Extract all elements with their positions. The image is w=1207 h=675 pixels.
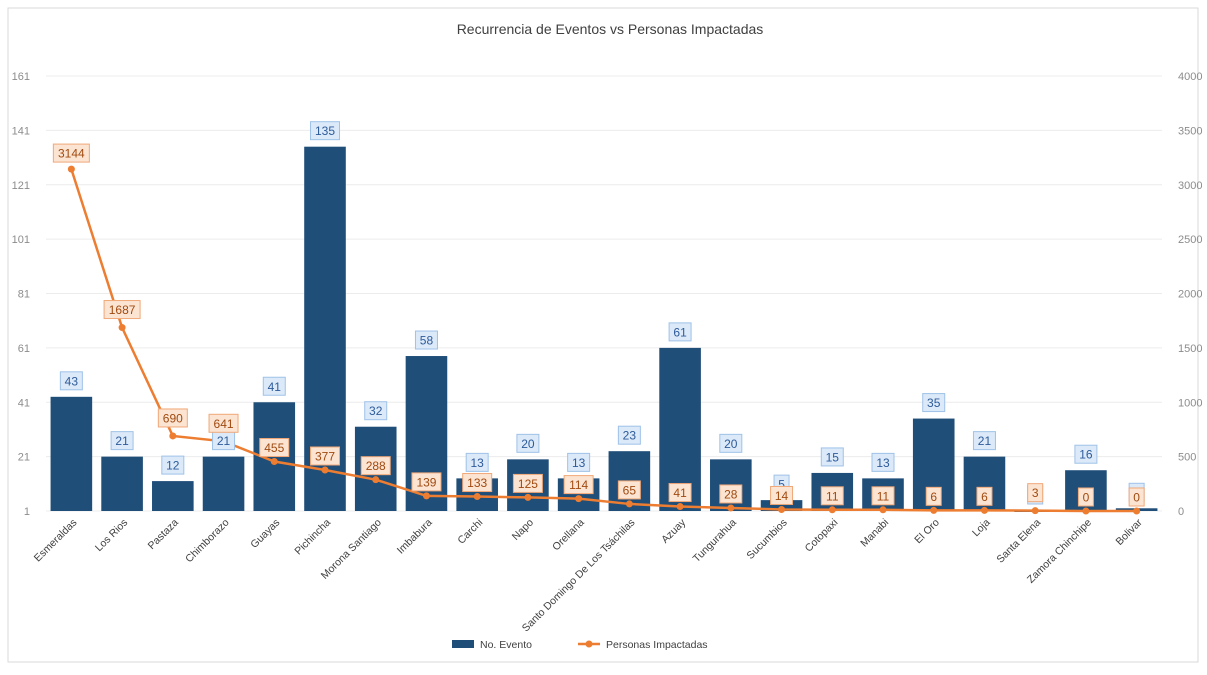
line-data-label: 6 — [930, 490, 937, 504]
bar-data-label: 135 — [315, 124, 335, 138]
line-point-20 — [1082, 508, 1089, 515]
right-tick-label: 0 — [1178, 506, 1184, 518]
line-data-label: 133 — [467, 476, 487, 490]
line-data-label: 641 — [214, 417, 234, 431]
line-data-label: 125 — [518, 477, 538, 491]
left-tick-label: 161 — [12, 71, 30, 83]
bar-data-label: 41 — [268, 380, 282, 394]
line-data-label: 0 — [1083, 491, 1090, 505]
right-tick-label: 2000 — [1178, 289, 1202, 301]
line-point-1 — [119, 324, 126, 331]
legend-swatch-bar — [452, 640, 474, 648]
line-point-15 — [829, 506, 836, 513]
line-point-17 — [930, 507, 937, 514]
line-data-label: 114 — [569, 478, 588, 492]
line-point-16 — [880, 506, 887, 513]
right-tick-label: 3500 — [1178, 125, 1202, 137]
line-data-label: 690 — [163, 411, 183, 425]
bar-0 — [51, 397, 93, 511]
bar-data-label: 21 — [978, 434, 992, 448]
bar-data-label: 12 — [166, 459, 180, 473]
line-point-2 — [169, 432, 176, 439]
bar-data-label: 58 — [420, 334, 434, 348]
right-tick-label: 1500 — [1178, 343, 1202, 355]
bar-2 — [152, 481, 194, 511]
bar-data-label: 35 — [927, 396, 941, 410]
chart-title: Recurrencia de Eventos vs Personas Impac… — [457, 21, 764, 37]
left-tick-label: 141 — [12, 125, 30, 137]
bar-1 — [101, 457, 143, 511]
line-point-5 — [322, 467, 329, 474]
legend-label-line: Personas Impactadas — [606, 639, 708, 651]
line-data-label: 6 — [981, 490, 988, 504]
bar-data-label: 21 — [115, 434, 129, 448]
line-point-0 — [68, 166, 75, 173]
line-data-label: 41 — [673, 486, 687, 500]
left-tick-label: 101 — [12, 234, 30, 246]
line-data-label: 0 — [1133, 491, 1140, 505]
line-data-label: 455 — [264, 441, 284, 455]
right-tick-label: 4000 — [1178, 71, 1202, 83]
line-point-10 — [575, 495, 582, 502]
left-tick-label: 1 — [24, 506, 30, 518]
line-data-label: 11 — [877, 489, 890, 503]
line-data-label: 3 — [1032, 486, 1039, 500]
legend-label-bar: No. Evento — [480, 639, 532, 651]
bar-data-label: 32 — [369, 404, 383, 418]
right-tick-label: 3000 — [1178, 180, 1202, 192]
left-tick-label: 81 — [18, 289, 30, 301]
line-point-9 — [524, 494, 531, 501]
line-data-label: 1687 — [109, 303, 136, 317]
right-tick-label: 1000 — [1178, 397, 1202, 409]
bar-data-label: 23 — [623, 429, 637, 443]
line-data-label: 28 — [724, 487, 738, 501]
left-tick-label: 61 — [18, 343, 30, 355]
line-data-label: 3144 — [58, 147, 85, 161]
bar-data-label: 43 — [65, 374, 79, 388]
line-point-7 — [423, 492, 430, 499]
line-data-label: 288 — [366, 459, 386, 473]
line-point-6 — [372, 476, 379, 483]
line-point-21 — [1133, 508, 1140, 515]
chart-frame — [8, 8, 1198, 662]
left-tick-label: 21 — [18, 452, 30, 464]
line-point-19 — [1032, 507, 1039, 514]
line-point-18 — [981, 507, 988, 514]
legend-swatch-marker — [586, 641, 593, 648]
line-point-12 — [677, 503, 684, 510]
bar-data-label: 15 — [826, 450, 840, 464]
bar-data-label: 13 — [876, 456, 890, 470]
line-point-8 — [474, 493, 481, 500]
left-tick-label: 41 — [18, 397, 30, 409]
right-tick-label: 2500 — [1178, 234, 1202, 246]
bar-data-label: 16 — [1079, 448, 1093, 462]
bar-data-label: 21 — [217, 434, 231, 448]
bar-data-label: 61 — [673, 325, 687, 339]
bar-data-label: 20 — [724, 437, 738, 451]
line-point-11 — [626, 500, 633, 507]
line-data-label: 65 — [623, 483, 637, 497]
line-data-label: 377 — [315, 450, 335, 464]
line-data-label: 11 — [826, 489, 839, 503]
bar-3 — [203, 457, 245, 511]
bar-data-label: 13 — [471, 456, 485, 470]
line-point-14 — [778, 506, 785, 513]
right-tick-label: 500 — [1178, 452, 1196, 464]
bar-data-label: 13 — [572, 456, 586, 470]
line-point-13 — [727, 504, 734, 511]
left-tick-label: 121 — [12, 180, 30, 192]
line-data-label: 139 — [416, 475, 436, 489]
bar-data-label: 20 — [521, 437, 535, 451]
line-point-4 — [271, 458, 278, 465]
line-data-label: 14 — [775, 489, 789, 503]
